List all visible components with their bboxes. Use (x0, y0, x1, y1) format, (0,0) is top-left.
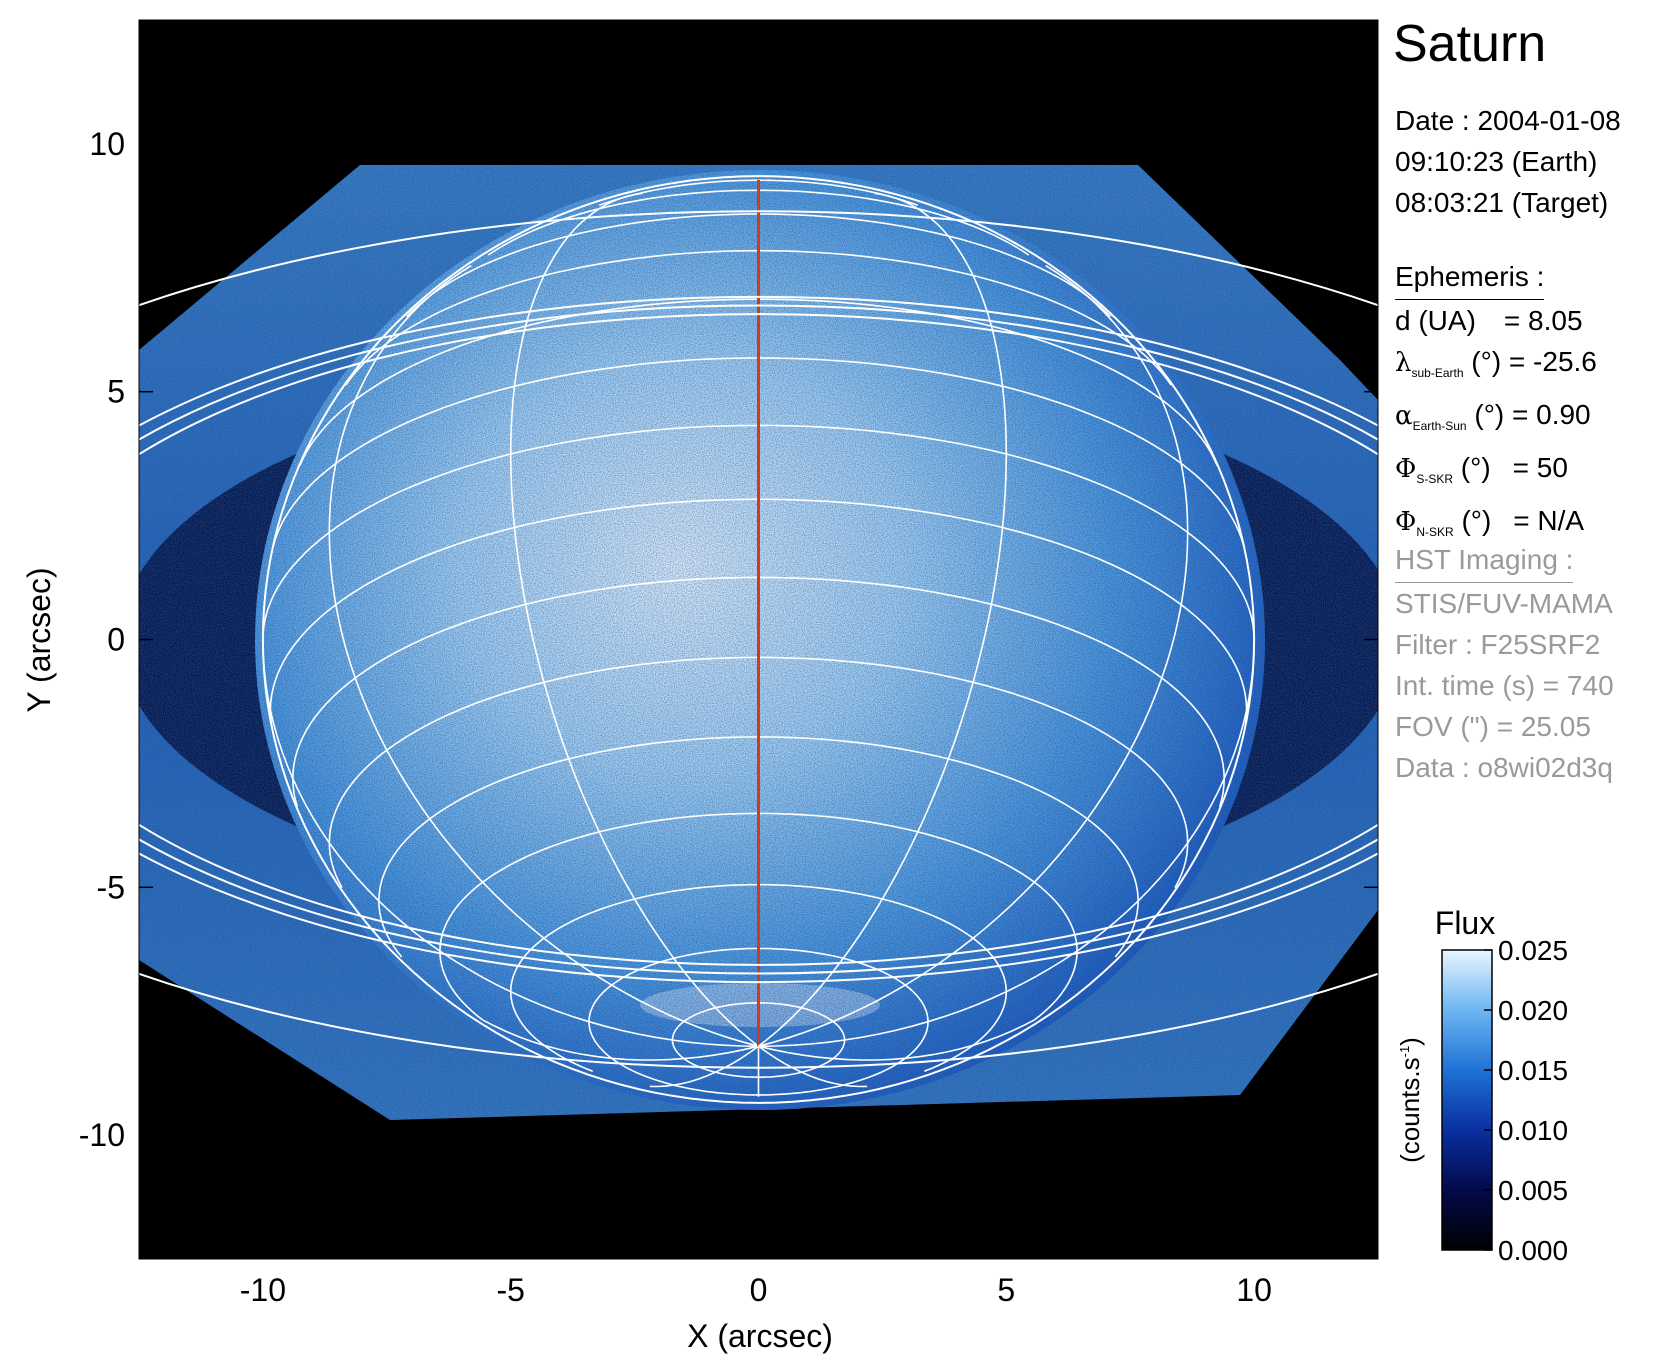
longitude-line (758, 1045, 868, 1088)
x-tick-label: 10 (1236, 1272, 1272, 1308)
sub-earth-subscript: sub-Earth (1411, 366, 1464, 380)
south-skr-row: ΦS-SKR (°) = 50 (1395, 447, 1597, 500)
phi-s-symbol: Φ (1395, 454, 1417, 484)
phase-angle-unit: (°) (1466, 399, 1505, 430)
date-line: Date : 2004-01-08 (1395, 105, 1621, 136)
ring-ellipses (139, 210, 1378, 1069)
field-of-view: FOV (") = 25.05 (1395, 711, 1591, 742)
integration-time: Int. time (s) = 740 (1395, 670, 1614, 701)
ring-ellipse (139, 210, 1378, 1069)
distance-label: d (UA) (1395, 305, 1476, 336)
alpha-symbol: α (1395, 401, 1413, 431)
hst-imaging-block: HST Imaging : STIS/FUV-MAMA Filter : F25… (1395, 539, 1614, 788)
longitude-line (758, 192, 1008, 1047)
colorbar-ticks: 0.000 0.005 0.010 0.015 0.020 0.025 (1484, 935, 1568, 1266)
x-tick-label: 0 (750, 1272, 768, 1308)
colorbar-title: Flux (1435, 905, 1495, 941)
colorbar-tick-label: 0.020 (1498, 995, 1568, 1026)
ring-ellipse (139, 296, 1378, 983)
ring-ellipse (139, 304, 1378, 975)
north-skr-unit: (°) (1453, 505, 1492, 536)
distance-row: d (UA) = 8.05 (1395, 300, 1597, 341)
time-earth: 09:10:23 (Earth) (1395, 146, 1598, 177)
time-target: 08:03:21 (Target) (1395, 187, 1609, 218)
y-tick-label: -10 (79, 1117, 125, 1153)
colorbar-tick-label: 0.010 (1498, 1115, 1568, 1146)
y-tick-label: 5 (107, 374, 125, 410)
axis-ticks: -10 -5 0 5 10 -10 -5 0 5 10 (79, 20, 1378, 1308)
distance-value: = 8.05 (1503, 305, 1583, 336)
south-skr-subscript: S-SKR (1416, 472, 1454, 486)
longitude-line (649, 1045, 759, 1088)
planet-title: Saturn (1393, 15, 1547, 73)
colorbar-tick-label: 0.000 (1498, 1235, 1568, 1266)
north-skr-subscript: N-SKR (1416, 525, 1454, 539)
image-plot-area (138, 19, 1379, 1260)
planet-limb (261, 175, 1256, 1104)
observation-date-block: Date : 2004-01-08 09:10:23 (Earth) 08:03… (1395, 100, 1621, 223)
y-axis-label: Y (arcsec) (21, 567, 57, 712)
south-skr-unit: (°) (1453, 452, 1491, 483)
longitude-line (509, 192, 759, 1047)
x-tick-label: -10 (240, 1272, 286, 1308)
ring-ellipse (139, 313, 1378, 966)
longitude-line (758, 264, 1189, 1047)
dataset-id: Data : o8wi02d3q (1395, 752, 1613, 783)
longitude-line (328, 264, 759, 1047)
lambda-symbol: λ (1395, 348, 1412, 378)
colorbar-unit-label: (counts.s-1) (1395, 1037, 1425, 1163)
instrument: STIS/FUV-MAMA (1395, 588, 1613, 619)
north-skr-value: = N/A (1513, 505, 1585, 536)
north-skr-row: ΦN-SKR (°) = N/A (1395, 500, 1597, 553)
longitude-line (482, 1019, 759, 1061)
x-tick-label: -5 (496, 1272, 524, 1308)
colorbar-tick-label: 0.025 (1498, 935, 1568, 966)
phase-angle-value: = 0.90 (1504, 399, 1591, 430)
sub-earth-value: = -25.6 (1501, 346, 1597, 377)
colorbar-tick-label: 0.005 (1498, 1175, 1568, 1206)
colorbar-gradient (1441, 949, 1493, 1251)
colorbar: Flux 0.000 0.005 0.010 0.015 0.020 0.025 (cou… (1395, 905, 1568, 1266)
y-tick-label: -5 (97, 869, 125, 905)
ephemeris-header: Ephemeris : (1395, 256, 1545, 300)
hst-header: HST Imaging : (1395, 539, 1574, 583)
ephemeris-block: Ephemeris : d (UA) = 8.05 λsub-Earth (°) … (1395, 256, 1597, 553)
phase-angle-subscript: Earth-Sun (1412, 419, 1467, 433)
y-tick-label: 10 (89, 126, 125, 162)
y-tick-label: 0 (107, 622, 125, 658)
x-axis-label: X (arcsec) (687, 1318, 833, 1354)
x-tick-label: 5 (997, 1272, 1015, 1308)
south-skr-value: = 50 (1512, 452, 1568, 483)
colorbar-tick-label: 0.015 (1498, 1055, 1568, 1086)
phi-n-symbol: Φ (1395, 507, 1417, 537)
sub-earth-row: λsub-Earth (°) = -25.6 (1395, 341, 1597, 394)
longitude-line (758, 1019, 1035, 1061)
sub-earth-unit: (°) (1463, 346, 1502, 377)
filter: Filter : F25SRF2 (1395, 629, 1601, 660)
phase-angle-row: αEarth-Sun (°) = 0.90 (1395, 394, 1597, 447)
